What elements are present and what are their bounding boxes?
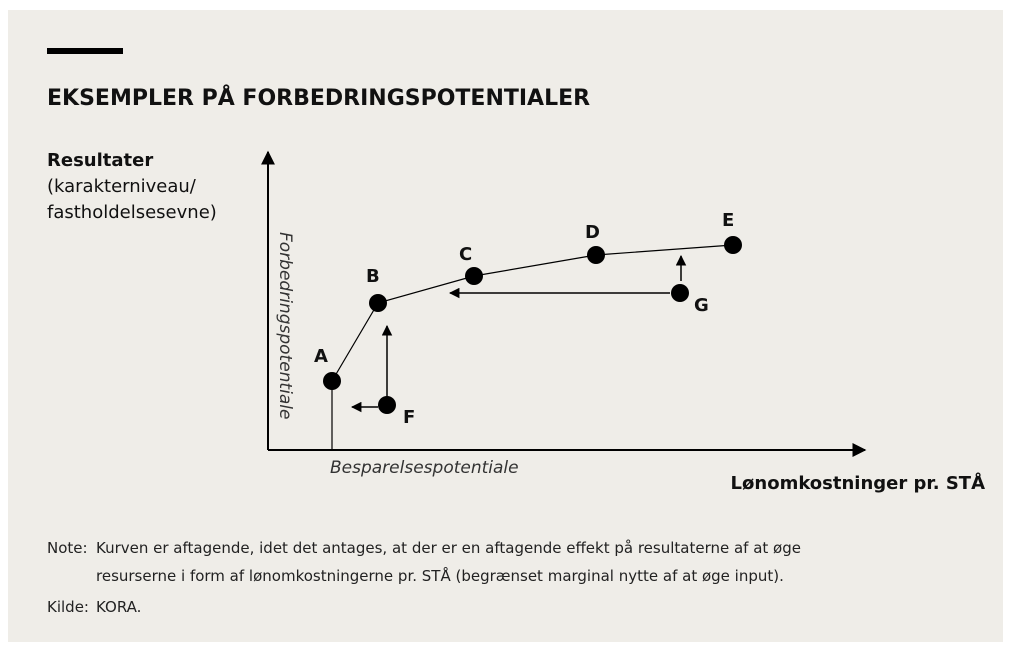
y-potential: Forbedringspotentiale [275,232,295,419]
node-label: D [585,222,600,243]
x-axis-label: Lønomkostninger pr. STÅ [731,471,986,494]
point [378,396,396,414]
y-axis-sublabel: fastholdelsesevne) [47,202,217,223]
point [587,246,605,264]
point [724,236,742,254]
note-text: Kurven er aftagende, idet det antages, a… [96,539,801,557]
note-label: Note: [47,539,88,557]
node-label: B [366,266,380,287]
title-bar [47,48,123,54]
point [465,267,483,285]
points [323,236,742,414]
panel [8,10,1003,642]
title: EKSEMPLER PÅ FORBEDRINGSPOTENTIALER [47,85,590,111]
node-label: E [722,210,734,231]
source-text: KORA. [96,598,141,616]
node-label: G [694,295,709,316]
point [369,294,387,312]
node-label: F [403,407,415,428]
source-label: Kilde: [47,598,89,616]
y-axis-label: Resultater [47,150,153,171]
x-potential: Besparelsespotentiale [330,458,519,478]
point [671,284,689,302]
node-label: A [314,346,328,367]
node-label: C [459,244,472,265]
point [323,372,341,390]
y-axis-sublabel: (karakterniveau/ [47,176,197,197]
note-text: resurserne i form af lønomkostningerne p… [96,566,784,585]
